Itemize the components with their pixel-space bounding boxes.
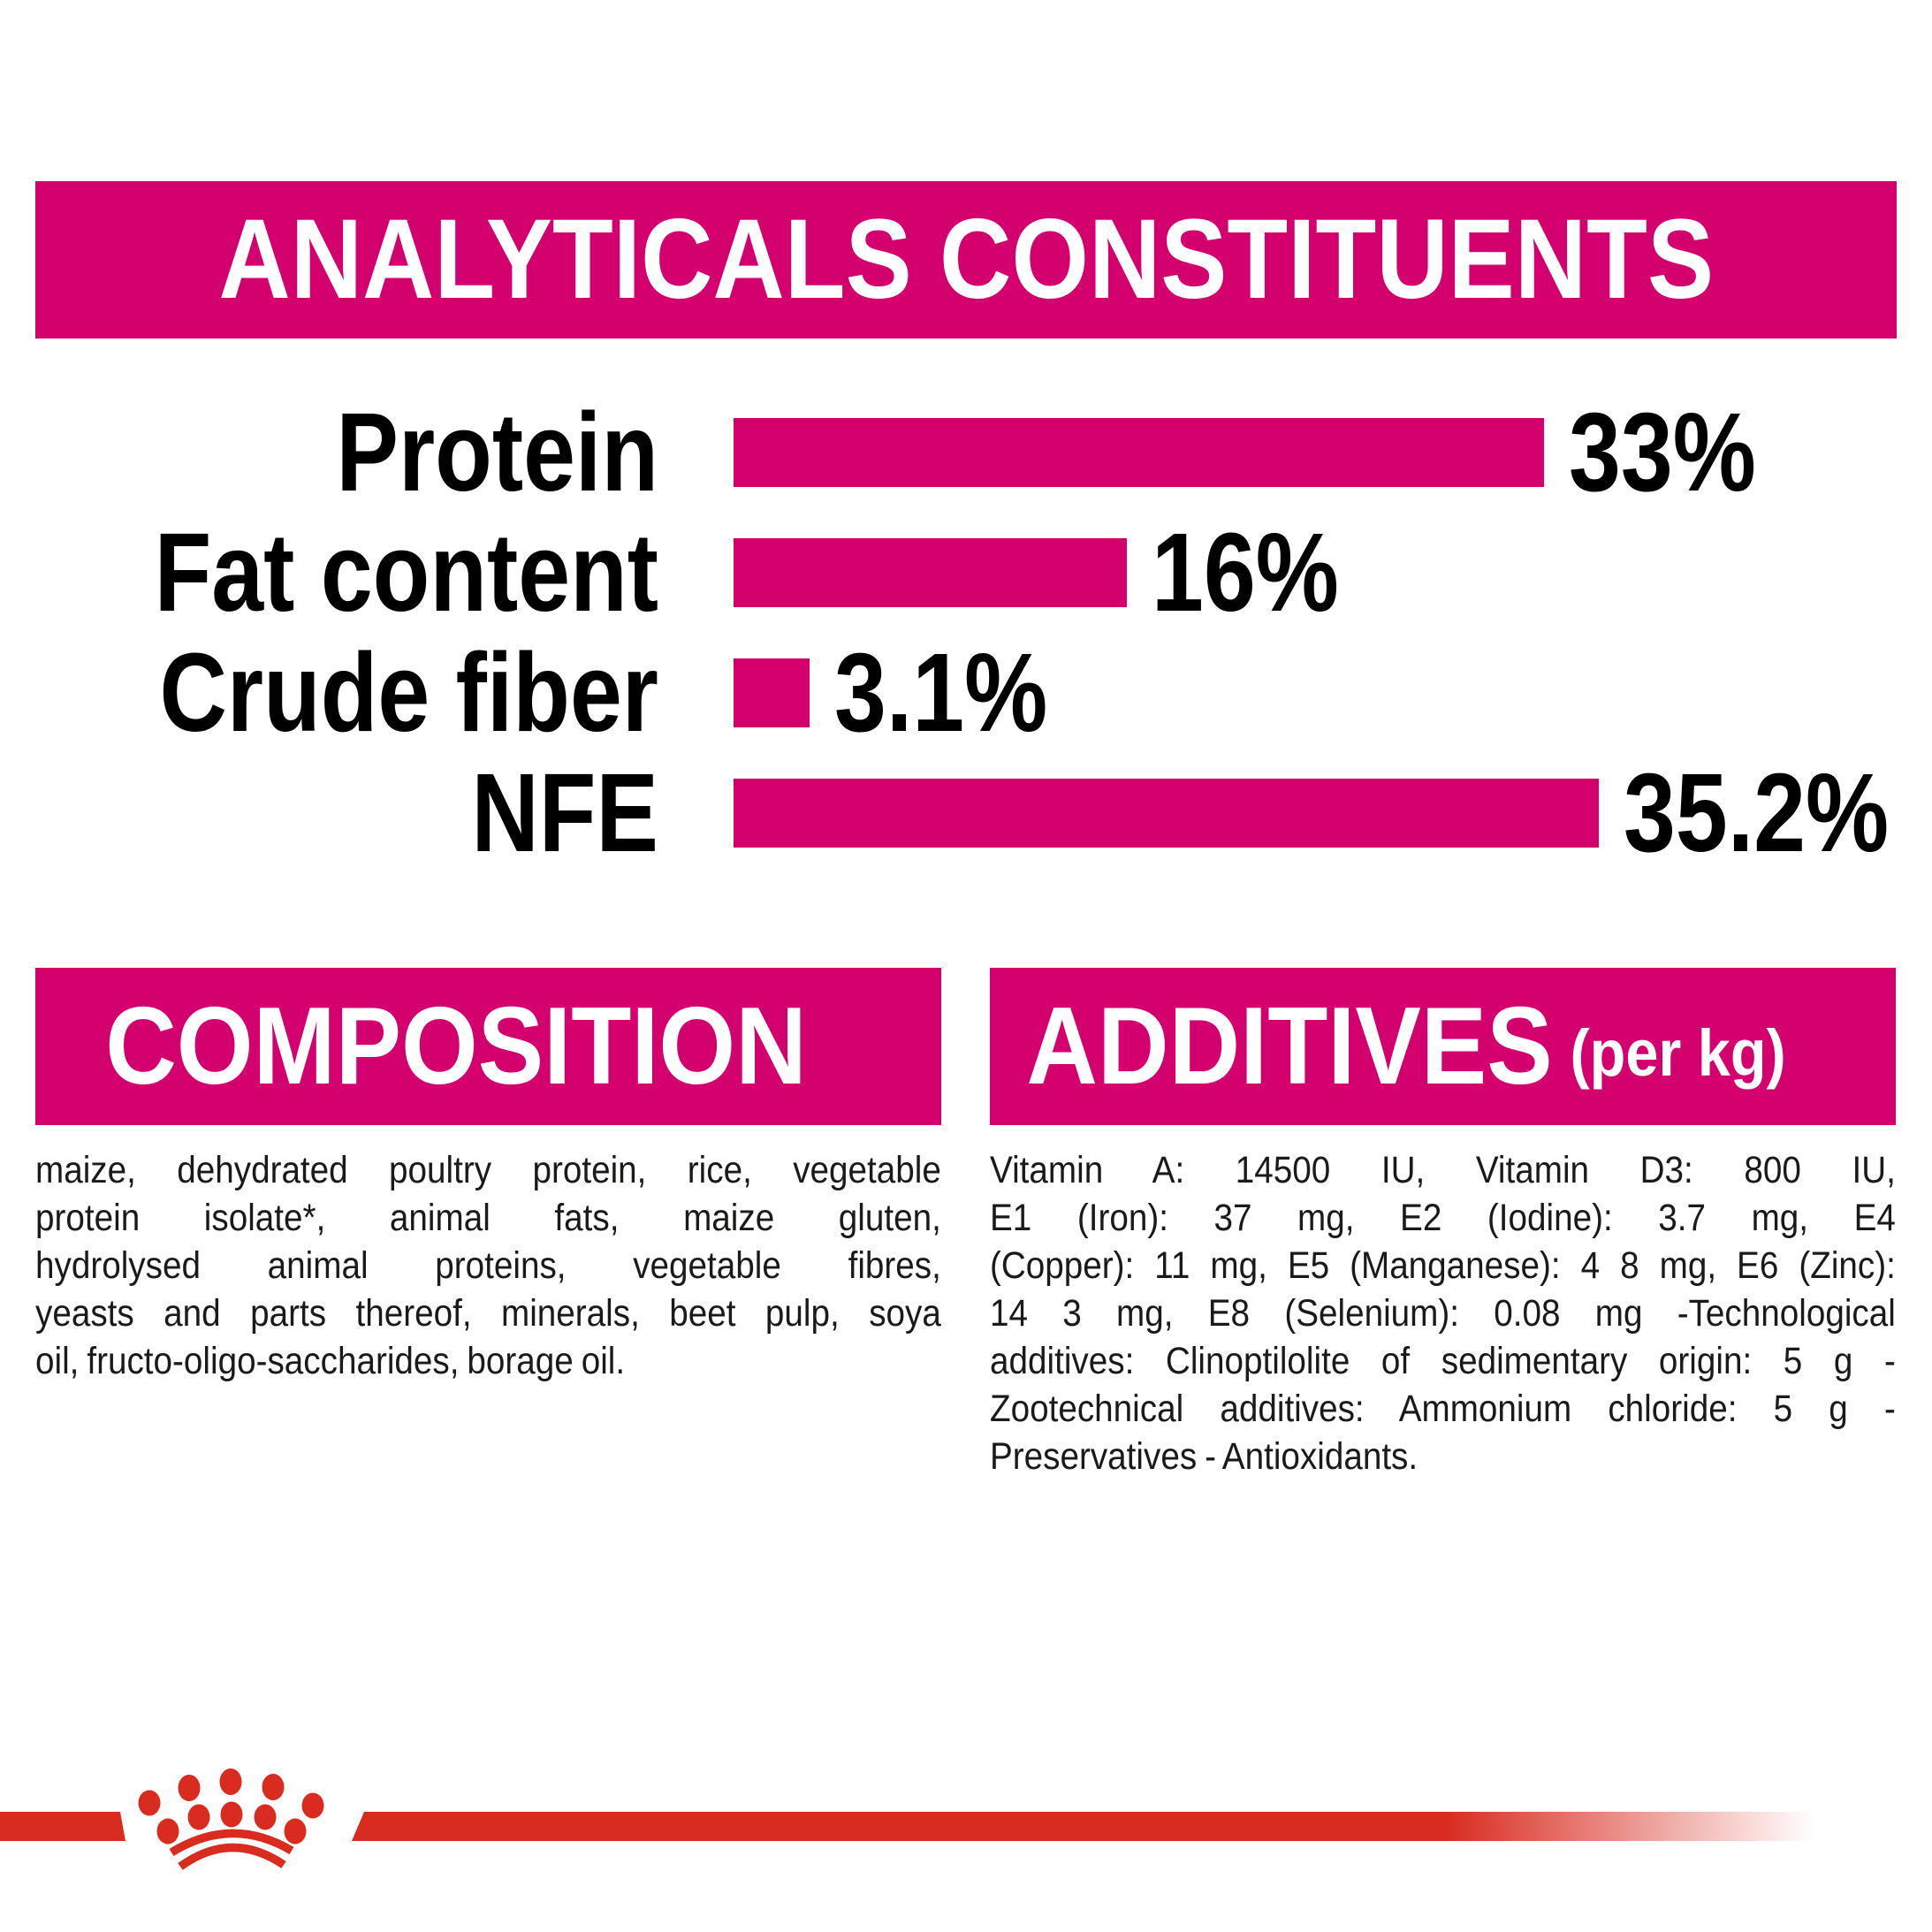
text-line: oil, fructo-oligo-saccharides, borage oi… bbox=[35, 1340, 626, 1382]
chart-bar bbox=[734, 538, 1127, 607]
additives-title-band: ADDITIVES (per kg) bbox=[990, 968, 1896, 1125]
chart-bar-value: 3.1% bbox=[834, 630, 1048, 755]
chart-row: Fat content 16% bbox=[0, 513, 1932, 633]
chart-bar bbox=[734, 779, 1599, 848]
text-line: Vitamin A: 14500 IU, Vitamin D3: 800 IU, bbox=[990, 1149, 1896, 1191]
chart-bar bbox=[734, 418, 1544, 487]
chart-row: NFE 35.2% bbox=[0, 753, 1932, 873]
text-line: protein isolate*, animal fats, maize glu… bbox=[35, 1197, 941, 1239]
royal-canin-crown-icon bbox=[138, 1768, 324, 1870]
text-line: yeasts and parts thereof, minerals, beet… bbox=[35, 1292, 941, 1335]
composition-title: COMPOSITION bbox=[105, 985, 807, 1107]
header-band: ANALYTICALS CONSTITUENTS bbox=[35, 181, 1897, 338]
chart-row: Protein 33% bbox=[0, 392, 1932, 513]
chart-bar-value: 16% bbox=[1152, 510, 1339, 635]
chart-row-label: Fat content bbox=[154, 510, 658, 635]
crown-dots bbox=[138, 1768, 324, 1845]
chart-row-label: Protein bbox=[336, 390, 658, 514]
text-line: Preservatives - Antioxidants. bbox=[990, 1435, 1419, 1478]
chart-row: Crude fiber 3.1% bbox=[0, 633, 1932, 753]
composition-title-band: COMPOSITION bbox=[35, 968, 941, 1125]
chart-bar-value: 35.2% bbox=[1624, 750, 1890, 875]
text-line: Zootechnical additives: Ammonium chlorid… bbox=[990, 1388, 1896, 1430]
brand-line-right bbox=[352, 1812, 1829, 1841]
additives-title-suffix: (per kg) bbox=[1570, 1016, 1786, 1090]
chart-bar bbox=[734, 658, 810, 727]
composition-text: maize, dehydrated poultry protein, rice,… bbox=[35, 1146, 941, 1385]
additives-section: ADDITIVES (per kg) Vitamin A: 14500 IU, … bbox=[990, 968, 1896, 1480]
composition-section: COMPOSITION maize, dehydrated poultry pr… bbox=[35, 968, 941, 1385]
text-line: (Copper): 11 mg, E5 (Manganese): 4 8 mg,… bbox=[990, 1244, 1896, 1287]
analyticals-bar-chart: Protein 33% Fat content 16% Crude fiber … bbox=[0, 392, 1932, 873]
additives-title: ADDITIVES bbox=[1026, 985, 1553, 1107]
additives-text: Vitamin A: 14500 IU, Vitamin D3: 800 IU,… bbox=[990, 1146, 1896, 1480]
text-line: 14 3 mg, E8 (Selenium): 0.08 mg -Technol… bbox=[990, 1292, 1896, 1335]
text-line: E1 (Iron): 37 mg, E2 (Iodine): 3.7 mg, E… bbox=[990, 1197, 1896, 1239]
crown-arcs bbox=[169, 1829, 294, 1870]
text-line: hydrolysed animal proteins, vegetable fi… bbox=[35, 1244, 941, 1287]
text-line: additives: Clinoptilolite of sedimentary… bbox=[990, 1340, 1896, 1382]
page-title: ANALYTICALS CONSTITUENTS bbox=[218, 196, 1714, 323]
chart-bar-value: 33% bbox=[1569, 390, 1756, 514]
brand-line-left bbox=[0, 1812, 126, 1841]
chart-row-label: NFE bbox=[471, 750, 658, 875]
text-line: maize, dehydrated poultry protein, rice,… bbox=[35, 1149, 941, 1191]
chart-row-label: Crude fiber bbox=[159, 630, 658, 755]
